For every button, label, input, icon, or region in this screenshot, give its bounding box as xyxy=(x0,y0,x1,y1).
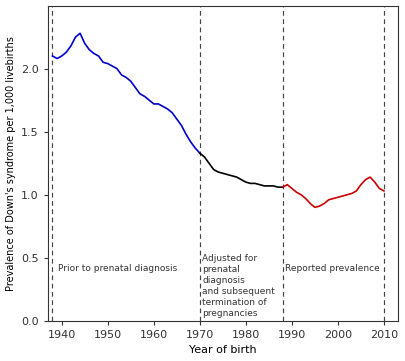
Text: Reported prevalence: Reported prevalence xyxy=(285,264,380,273)
Text: Adjusted for
prenatal
diagnosis
and subsequent
termination of
pregnancies: Adjusted for prenatal diagnosis and subs… xyxy=(202,254,275,318)
Text: Prior to prenatal diagnosis: Prior to prenatal diagnosis xyxy=(58,264,177,273)
Y-axis label: Prevalence of Down's syndrome per 1,000 livebirths: Prevalence of Down's syndrome per 1,000 … xyxy=(6,36,15,291)
X-axis label: Year of birth: Year of birth xyxy=(189,345,257,356)
